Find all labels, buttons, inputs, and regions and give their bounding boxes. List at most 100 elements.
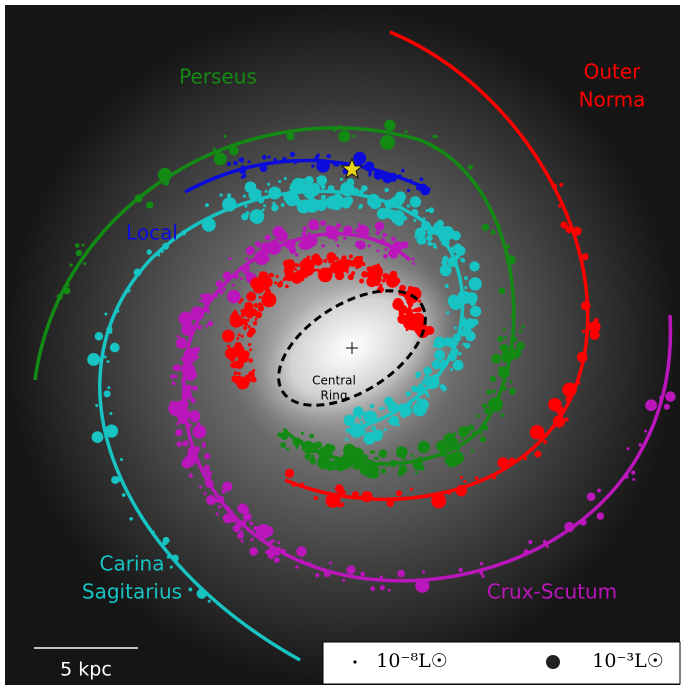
source-dot [204, 453, 210, 459]
source-dot [243, 326, 247, 330]
source-dot [182, 458, 192, 468]
source-dot [335, 257, 339, 261]
source-dot [301, 482, 304, 485]
source-dot [248, 325, 251, 328]
source-dot [362, 159, 365, 162]
source-dot [341, 264, 345, 268]
arm-label: Carina [100, 552, 165, 576]
source-dot [315, 441, 322, 448]
source-dot [250, 538, 253, 541]
source-dot [311, 164, 315, 168]
arm-label: Crux-Scutum [487, 580, 617, 604]
legend-label: 10⁻³L☉ [592, 650, 663, 672]
source-dot [320, 220, 326, 226]
source-dot [336, 244, 339, 247]
source-dot [492, 389, 496, 393]
source-dot [466, 337, 469, 340]
source-dot [352, 135, 355, 138]
source-dot [390, 271, 398, 279]
source-dot [233, 273, 239, 279]
source-dot [262, 208, 265, 211]
source-dot [299, 554, 302, 557]
source-dot [204, 303, 207, 306]
source-dot [283, 278, 286, 281]
source-dot [193, 425, 207, 439]
source-dot [453, 360, 464, 371]
source-dot [237, 316, 240, 319]
source-dot [258, 197, 264, 203]
source-dot [379, 407, 383, 411]
source-dot [359, 256, 363, 260]
source-dot [374, 175, 377, 178]
source-dot [218, 505, 221, 508]
source-dot [349, 254, 353, 258]
source-dot [203, 492, 206, 495]
source-dot [415, 471, 418, 474]
source-dot [506, 245, 510, 249]
arm-label: Local [126, 221, 178, 245]
source-dot [237, 532, 244, 539]
source-dot [497, 336, 503, 342]
source-dot [111, 476, 119, 484]
source-dot [213, 147, 216, 150]
source-dot [241, 335, 244, 338]
source-dot [384, 248, 387, 251]
source-dot [431, 493, 446, 508]
source-dot [314, 496, 318, 500]
source-dot [627, 447, 630, 450]
source-dot [254, 250, 269, 265]
source-dot [269, 273, 274, 278]
source-dot [562, 383, 576, 397]
source-dot [219, 290, 224, 295]
source-dot [240, 530, 243, 533]
source-dot [411, 209, 418, 216]
source-dot [195, 446, 200, 451]
source-dot [364, 161, 374, 171]
source-dot [445, 284, 449, 288]
source-dot [423, 367, 431, 375]
source-dot [306, 452, 309, 455]
source-dot [135, 194, 143, 202]
source-dot [286, 133, 294, 141]
source-dot [448, 341, 455, 348]
source-dot [543, 440, 547, 444]
source-dot [104, 355, 107, 358]
source-dot [176, 422, 179, 425]
source-dot [418, 232, 421, 235]
source-dot [384, 188, 388, 192]
source-dot [406, 320, 409, 323]
source-dot [384, 199, 393, 208]
source-dot [470, 300, 476, 306]
source-dot [424, 404, 427, 407]
source-dot [326, 226, 339, 239]
source-dot [240, 165, 245, 170]
source-dot [492, 476, 496, 480]
source-dot [126, 289, 130, 293]
source-dot [395, 299, 399, 303]
source-dot [303, 226, 308, 231]
source-dot [582, 253, 589, 260]
source-dot [272, 187, 275, 190]
source-dot [420, 447, 426, 453]
legend-marker [353, 660, 356, 663]
source-dot [450, 461, 456, 467]
source-dot [290, 152, 295, 157]
source-dot [399, 470, 404, 475]
source-dot [193, 457, 198, 462]
source-dot [173, 366, 177, 370]
source-dot [500, 460, 505, 465]
source-dot [321, 195, 326, 200]
source-dot [461, 258, 465, 262]
source-dot [247, 160, 250, 163]
source-dot [403, 453, 406, 456]
source-dot [506, 255, 516, 265]
source-dot [659, 396, 662, 399]
source-dot [405, 308, 413, 316]
source-dot [421, 183, 427, 189]
source-dot [374, 457, 377, 460]
source-dot [157, 253, 160, 256]
source-dot [365, 461, 371, 467]
source-dot [352, 491, 359, 498]
source-dot [566, 226, 573, 233]
source-dot [192, 347, 199, 354]
